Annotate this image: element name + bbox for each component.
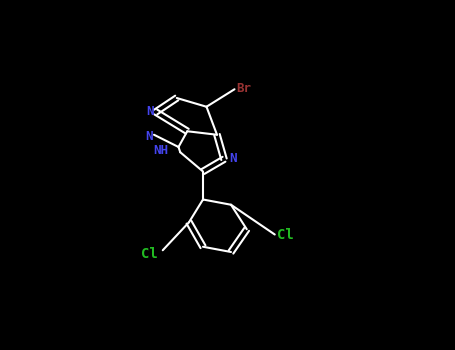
Text: NH: NH [153, 144, 168, 157]
Text: Br: Br [236, 82, 251, 95]
Text: Cl: Cl [277, 228, 293, 242]
Text: N: N [146, 130, 153, 143]
Text: N: N [147, 105, 154, 119]
Text: N: N [229, 152, 237, 165]
Text: Cl: Cl [141, 247, 157, 261]
